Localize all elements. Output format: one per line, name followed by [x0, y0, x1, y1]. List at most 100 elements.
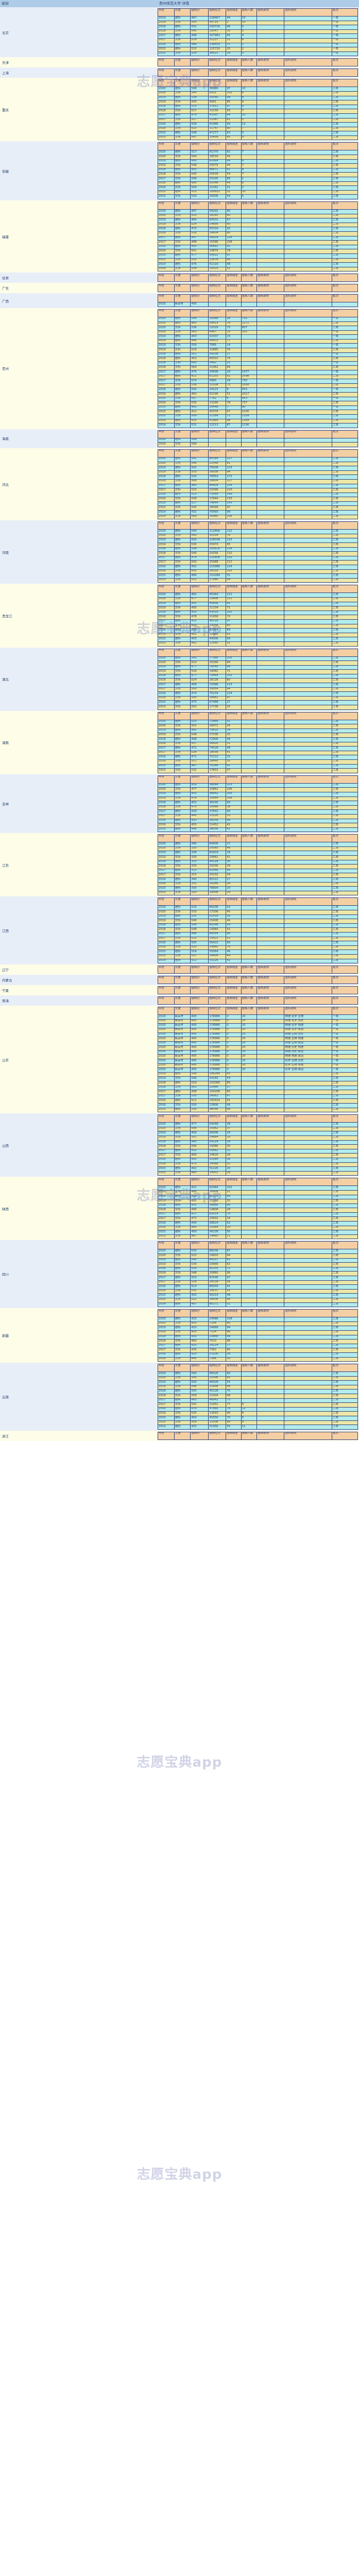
table-row[interactable]: 2020 理科 477 54268 28- 二本	[158, 1122, 358, 1127]
table-row[interactable]: 2020 理科 459 38084 123- 二本	[158, 783, 358, 788]
table-row[interactable]: 2019 理科 477 76540 89- 二本	[158, 665, 358, 670]
table-row[interactable]: 2015 理科 455 44006 84- 二本	[158, 637, 358, 642]
table-row[interactable]: 2016 理科 471 72122 32- 二本	[158, 755, 358, 760]
table-row[interactable]: 2016 理科 509 41986 93 12- 二本	[158, 122, 358, 127]
table-row[interactable]: 2019 理科 540 84207 81- 二本	[158, 1258, 358, 1263]
table-row[interactable]: 2017 理科 503 82546 67- 二本	[158, 1276, 358, 1281]
table-row[interactable]: 2019 理科 336 83424 29- 二本	[158, 851, 358, 856]
table-row[interactable]: 2017 理科 432 46118 97- 二本	[158, 619, 358, 624]
table-row[interactable]: 2016 理科 490 93346 44 8- 二本	[158, 181, 358, 187]
table-row[interactable]: 2015 文科 320 19008 20- 二本	[158, 890, 358, 896]
table-row[interactable]: 2016 理科 450 36558 48- 二本	[158, 818, 358, 824]
table-row[interactable]: 2017 理科 479 43397 84 10- 二本	[158, 113, 358, 118]
table-row[interactable]: 2019 文科 555 16938 94- 二本	[158, 470, 358, 476]
table-row[interactable]: 2020 理科 508 38189 97 10- 二本	[158, 87, 358, 92]
table-row[interactable]: 2015 理科 548 47277 63 5- 二本	[158, 131, 358, 136]
table-row[interactable]: 2017 文科 515 22096 120- 二本	[158, 488, 358, 493]
table-row[interactable]: 2019 文科 529 12885 76- 二本	[158, 348, 358, 353]
table-row[interactable]: 2017 文科 517 11087 81 5- 二本	[158, 117, 358, 123]
table-row[interactable]: 2015 理科 517 74644 143- 二本	[158, 501, 358, 506]
table-row[interactable]: 2020 新高考 495 178986 0 20 物理 化学 生物 一本	[158, 1014, 358, 1020]
table-row[interactable]: 2016 文科 445 7286 30- 二本	[158, 1357, 358, 1362]
table-row[interactable]: 2018 理科 501 109716 66 5- 一本	[158, 25, 358, 30]
table-row[interactable]: 2014 文科 534 15525 52- 二本	[158, 266, 358, 272]
table-row[interactable]: 2015 文科 547 15409 65 9- 二本	[158, 135, 358, 141]
table-row[interactable]: 2016 理科 476 47680 76 12- 二本	[158, 1406, 358, 1412]
table-row[interactable]: 2020 文科 536 12029 73 607- 二本	[158, 326, 358, 331]
table-row[interactable]: 2018 文科 517 11030 83 7- 二本	[158, 109, 358, 114]
table-row[interactable]: 2017 文科 542 11651 77 6- 二本	[158, 1402, 358, 1408]
table-row[interactable]: 2019 文科 548 11408 68- 二本	[158, 1384, 358, 1390]
table-row[interactable]: 2015 文科 537 14404 49- 二本	[158, 954, 358, 959]
table-row[interactable]: 2020 理科 540 112808 122- 二本	[158, 529, 358, 534]
table-row[interactable]: 2020 理科 517 81370 82 7- 二本	[158, 150, 358, 156]
table-row[interactable]: 2016 文科 549 17944 133- 二本	[158, 497, 358, 502]
table-row[interactable]: 2018 文科 506 14086 30- 二本	[158, 1144, 358, 1149]
table-row[interactable]: 2017 文科 530 24062 47- 二本	[158, 1094, 358, 1099]
table-row[interactable]: 2016 理科 505 56422 60- 二本	[158, 941, 358, 946]
table-row[interactable]: 2015 文科 530 12878 68- 二本	[158, 258, 358, 263]
table-row[interactable]: 2020 理科 500 77366 105- 二本	[158, 656, 358, 662]
table-row[interactable]: 2015 文科 502 17738 25- 二本	[158, 705, 358, 710]
table-row[interactable]: 2017 文科 450 13056 60- 二本	[158, 623, 358, 629]
table-row[interactable]: 2016 文科 470 14088 52- 二本	[158, 1162, 358, 1167]
table-row[interactable]: 2019 理科 502 79938 123- 二本	[158, 466, 358, 471]
table-row[interactable]: 2015 文科 522 18436 49- 二本	[158, 1297, 358, 1303]
table-row[interactable]: 2018 文科 557 16420 31- 二本	[158, 741, 358, 747]
table-row[interactable]: 2019 理科 420 24668 94- 二本	[158, 1326, 358, 1331]
table-row[interactable]: 2014 理科 552 70993 99- 二本	[158, 510, 358, 515]
table-row[interactable]: 2015 理科 475 67488 27- 二本	[158, 700, 358, 706]
table-row[interactable]: 2018 文科 545 20639 59 7- 二本	[158, 172, 358, 178]
table-row[interactable]: 2015 文科 509 12184 71 1209- 二本	[158, 414, 358, 419]
table-row[interactable]: 2015 理科 477 50622 67- 二本	[158, 253, 358, 259]
table-row[interactable]: 2020 新高考 495 178986 0 20 物理 生物 政治 一本	[158, 1041, 358, 1046]
table-row[interactable]: 2014 文科 531 12213 87 1236- 二本	[158, 423, 358, 428]
table-row[interactable]: 2019 文科 495 11234 71- 二本	[158, 606, 358, 611]
table-row[interactable]: 2019 文科 548 17036 25- 二本	[158, 733, 358, 738]
table-row[interactable]: 2019 文科 543 9941 85 9- 二本	[158, 100, 358, 105]
table-row[interactable]: 2019 理科 490 82994 64 8- 二本	[158, 159, 358, 164]
table-row[interactable]: 2018 理科 505 45128 75- 二本	[158, 1389, 358, 1395]
table-row[interactable]: 2018 文科 564 11462 69- 二本	[158, 365, 358, 371]
table-row[interactable]: 2016 理科 512 100424 61- 二本	[158, 1098, 358, 1104]
table-row[interactable]: 2016 文科 500 18962 97- 二本	[158, 696, 358, 701]
table-row[interactable]: 2016 理科 455 42064 69- 二本	[158, 628, 358, 633]
table-row[interactable]: 2016 理科 440 58624 62- 二本	[158, 1221, 358, 1226]
table-row[interactable]: 2016 文科 535 13093 90 8- 二本	[158, 1411, 358, 1417]
table-row[interactable]: 2019 理科 487 128467 44 10- 一本	[158, 16, 358, 21]
table-row[interactable]: 2017 文科 538 12108 73 1058- 二本	[158, 383, 358, 388]
table-row[interactable]: 2020 新高考 495 178986 0 20 化学 生物 地理 一本	[158, 1063, 358, 1069]
table-row[interactable]: 2019 理科 452 60224 89- 二本	[158, 1194, 358, 1200]
table-row[interactable]: 2020 新高考 495 178986 0 20 物理 地理 政治 一本	[158, 1054, 358, 1060]
table-row[interactable]: 2020 理科 506 32068 26 732- 一本	[158, 316, 358, 322]
table-row[interactable]: 2017 文科 435 7362 60- 二本	[158, 1348, 358, 1353]
table-row[interactable]: 2017 理科 498 104208 65- 二本	[158, 1090, 358, 1095]
table-row[interactable]: 2015 理科 462 51226 20- 二本	[158, 1166, 358, 1172]
table-row[interactable]: 2016 文科 515 11747 80 7- 二本	[158, 126, 358, 132]
table-row[interactable]: 2018 文科 562 22486 57- 二本	[158, 1085, 358, 1091]
table-row[interactable]: 2016 文科 511 18840 35- 二本	[158, 759, 358, 765]
table-row[interactable]: 2020 文科 563 6467 15 322- 一本	[158, 330, 358, 335]
table-row[interactable]: 2019 理科 500 126038 115- 二本	[158, 538, 358, 544]
table-row[interactable]: 2020 理科 482 45064 121- 二本	[158, 592, 358, 598]
table-row[interactable]: 2017 理科 439 37842 60- 二本	[158, 809, 358, 815]
table-row[interactable]: 2016 文科 535 13190 78 737- 二本	[158, 401, 358, 406]
table-row[interactable]: 2015 理科 446 38006 41- 二本	[158, 827, 358, 833]
table-row[interactable]: 2020 新高考 495 178986 0 20 物理 历史 地理 一本	[158, 1045, 358, 1050]
table-row[interactable]: 2020 理科 500 48226 60- 二本	[158, 1371, 358, 1377]
table-row[interactable]: 2015 理科 412 45379 67 2100- 二本	[158, 410, 358, 415]
table-row[interactable]: 2018 文科 320 20206 39- 二本	[158, 864, 358, 869]
table-row[interactable]: 2020 文科 477 10862 106- 二本	[158, 787, 358, 792]
table-row[interactable]: 2018 理科 493 86871 61 8- 二本	[158, 167, 358, 173]
table-row[interactable]: 2018 文科 558 11004 68- 二本	[158, 1394, 358, 1399]
table-row[interactable]: 2017 理科 488 60054 66- 二本	[158, 931, 358, 937]
table-row[interactable]: 2019 文科 546 15408 44- 二本	[158, 919, 358, 924]
table-row[interactable]: 2015 理科 450 56228 50- 二本	[158, 1230, 358, 1235]
table-row[interactable]: 2020 新高考 495 178986 0 20 物理 化学 地理 一本	[158, 1023, 358, 1028]
table-row[interactable]: 2018 文科 568 16804 127- 二本	[158, 479, 358, 484]
table-row[interactable]: 2014 文科 569 16980 106- 二本	[158, 514, 358, 520]
table-row[interactable]: 2017 文科 445 11020 33- 二本	[158, 814, 358, 819]
table-row[interactable]: 2017 文科 526 24139 56- 二本	[158, 1280, 358, 1285]
table-row[interactable]: 2016 理科 474 70134 124- 二本	[158, 691, 358, 697]
table-row[interactable]: 2019 理科 456 56006 24- 二本	[158, 1131, 358, 1136]
